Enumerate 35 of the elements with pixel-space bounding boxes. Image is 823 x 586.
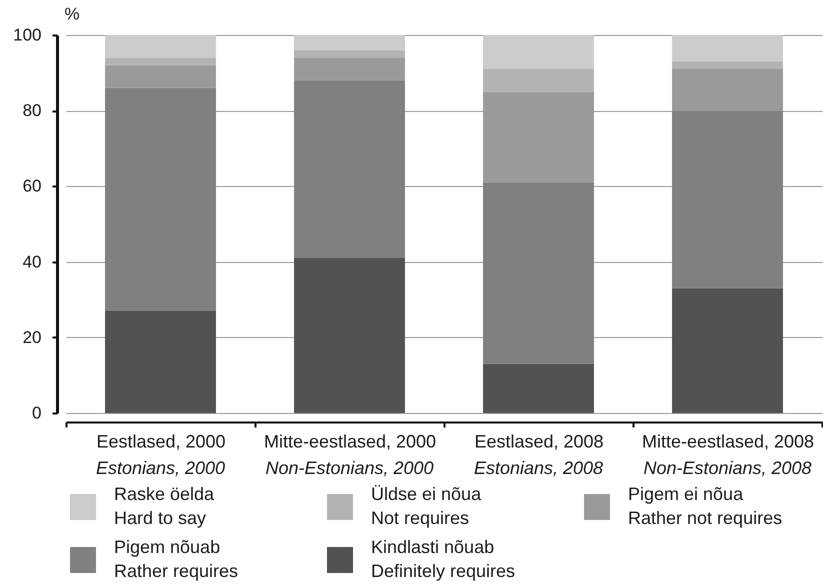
bar	[105, 58, 216, 66]
y-axis-title: %	[64, 4, 80, 24]
bar	[483, 69, 594, 92]
bar	[672, 69, 783, 111]
category-label: Eestlased, 2008 Estonians, 2008	[474, 432, 604, 478]
bar	[294, 258, 405, 413]
y-tick-label: 100	[13, 26, 42, 44]
y-tick-label: 60	[22, 176, 42, 196]
bar	[672, 288, 783, 413]
bar	[294, 80, 405, 258]
y-tick-label: 0	[32, 404, 42, 422]
y-tick-label: 80	[22, 101, 42, 120]
y-tick-label: 40	[22, 252, 42, 272]
legend-label: Üldse ei nõua Not requires	[371, 484, 482, 528]
category-label: Eestlased, 2000 Estonians, 2000	[96, 432, 226, 478]
legend-label: Kindlasti nõuab Definitely requires	[371, 537, 516, 581]
bar	[672, 110, 783, 288]
category-label: Mitte-eestlased, 2008 Non-Estonians, 2008	[642, 432, 814, 478]
bar	[105, 310, 216, 413]
legend-label: Pigem ei nõua Rather not requires	[628, 484, 782, 528]
category-label: Mitte-eestlased, 2000 Non-Estonians, 2000	[264, 432, 436, 478]
bar	[483, 364, 594, 413]
bar	[105, 88, 216, 311]
y-tick-label: 20	[22, 328, 42, 347]
legend-label: Pigem nõuab Rather requires	[114, 537, 238, 581]
bar	[105, 35, 216, 58]
bar	[105, 65, 216, 88]
bar	[483, 35, 594, 70]
bar	[294, 35, 405, 50]
bar	[294, 50, 405, 58]
bar	[294, 58, 405, 80]
bar	[672, 61, 783, 70]
bar	[672, 35, 783, 62]
bar	[483, 182, 594, 364]
legend-label: Raske öelda Hard to say	[114, 484, 216, 528]
